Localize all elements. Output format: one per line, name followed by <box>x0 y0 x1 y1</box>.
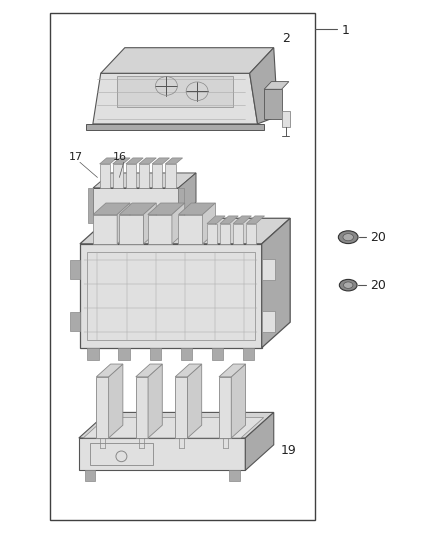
Polygon shape <box>93 203 130 214</box>
Polygon shape <box>87 348 99 359</box>
Polygon shape <box>148 214 172 244</box>
Polygon shape <box>231 364 245 438</box>
Ellipse shape <box>338 231 358 244</box>
Polygon shape <box>113 158 130 164</box>
Polygon shape <box>101 48 274 74</box>
Polygon shape <box>88 188 93 223</box>
Polygon shape <box>219 377 231 438</box>
Polygon shape <box>229 471 240 481</box>
Polygon shape <box>178 188 184 223</box>
Polygon shape <box>136 377 148 438</box>
Polygon shape <box>220 216 238 224</box>
Text: 2: 2 <box>283 33 290 45</box>
Polygon shape <box>96 364 123 377</box>
Polygon shape <box>86 124 264 131</box>
Polygon shape <box>148 364 162 438</box>
Polygon shape <box>129 217 136 227</box>
Polygon shape <box>80 219 290 244</box>
Polygon shape <box>119 214 143 244</box>
Polygon shape <box>233 216 251 224</box>
Polygon shape <box>220 224 230 244</box>
Polygon shape <box>126 158 143 164</box>
Polygon shape <box>80 244 262 348</box>
Polygon shape <box>139 158 156 164</box>
Polygon shape <box>175 364 201 377</box>
Ellipse shape <box>343 233 353 241</box>
Polygon shape <box>179 203 215 214</box>
Text: 16: 16 <box>113 151 127 161</box>
Polygon shape <box>178 173 196 217</box>
Polygon shape <box>96 377 109 438</box>
Polygon shape <box>152 164 162 188</box>
Polygon shape <box>99 158 117 164</box>
Polygon shape <box>243 348 254 359</box>
Polygon shape <box>172 203 185 244</box>
Polygon shape <box>282 111 290 127</box>
Polygon shape <box>126 164 136 188</box>
Polygon shape <box>113 164 123 188</box>
Polygon shape <box>118 348 130 359</box>
Polygon shape <box>148 203 185 214</box>
Polygon shape <box>245 413 274 471</box>
Polygon shape <box>102 217 110 227</box>
Polygon shape <box>264 89 282 119</box>
Polygon shape <box>71 312 80 332</box>
Polygon shape <box>149 348 161 359</box>
Polygon shape <box>212 348 223 359</box>
Ellipse shape <box>343 282 353 288</box>
Polygon shape <box>250 48 278 124</box>
Polygon shape <box>85 471 95 481</box>
Polygon shape <box>139 164 149 188</box>
Polygon shape <box>83 417 264 438</box>
Polygon shape <box>119 203 156 214</box>
Polygon shape <box>71 260 80 279</box>
Polygon shape <box>207 224 216 244</box>
Polygon shape <box>175 377 187 438</box>
Polygon shape <box>117 203 130 244</box>
Polygon shape <box>262 311 275 333</box>
Polygon shape <box>207 216 225 224</box>
Ellipse shape <box>339 279 357 291</box>
Polygon shape <box>166 158 183 164</box>
Polygon shape <box>116 217 123 227</box>
Polygon shape <box>152 158 170 164</box>
Polygon shape <box>168 217 176 227</box>
Polygon shape <box>262 219 290 348</box>
Polygon shape <box>166 164 176 188</box>
Polygon shape <box>233 224 243 244</box>
Polygon shape <box>155 217 162 227</box>
Text: 1: 1 <box>342 23 350 37</box>
Polygon shape <box>219 364 245 377</box>
Polygon shape <box>246 216 265 224</box>
Text: 19: 19 <box>280 444 296 457</box>
Polygon shape <box>93 188 178 217</box>
Polygon shape <box>187 364 201 438</box>
Polygon shape <box>93 173 196 188</box>
Polygon shape <box>109 364 123 438</box>
Bar <box>50 13 315 520</box>
Text: 20: 20 <box>370 279 386 293</box>
Polygon shape <box>202 203 215 244</box>
Polygon shape <box>180 348 192 359</box>
Text: 20: 20 <box>370 231 386 245</box>
Text: 17: 17 <box>69 151 83 161</box>
Polygon shape <box>264 82 289 89</box>
Polygon shape <box>262 259 275 280</box>
Polygon shape <box>117 76 233 107</box>
Polygon shape <box>142 217 149 227</box>
Polygon shape <box>179 214 202 244</box>
Polygon shape <box>79 438 245 471</box>
Polygon shape <box>99 164 110 188</box>
Polygon shape <box>93 74 258 124</box>
Polygon shape <box>136 364 162 377</box>
Polygon shape <box>143 203 156 244</box>
Polygon shape <box>246 224 256 244</box>
Polygon shape <box>79 413 274 438</box>
Polygon shape <box>93 214 117 244</box>
